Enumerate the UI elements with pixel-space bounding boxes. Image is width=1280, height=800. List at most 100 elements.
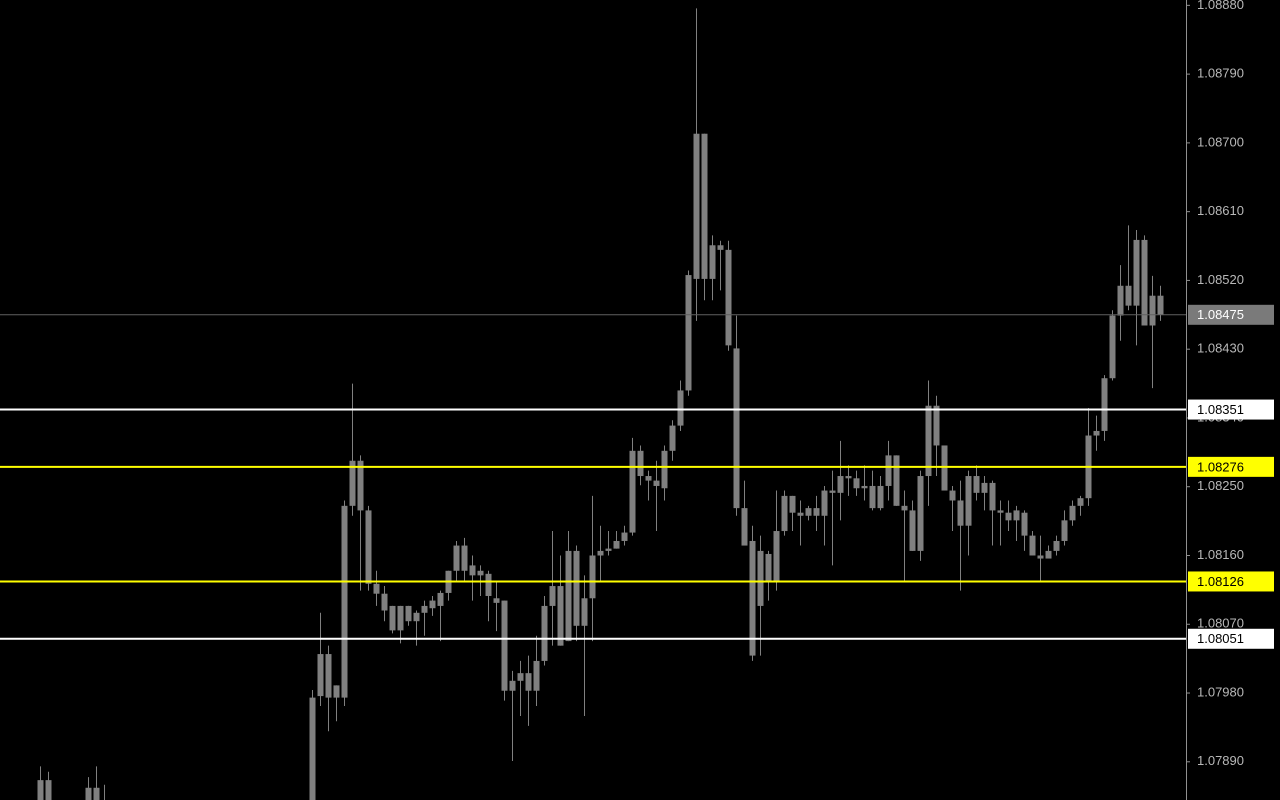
y-tick-label: 1.08070 xyxy=(1197,616,1244,631)
candle-body xyxy=(1021,512,1028,536)
candle-body xyxy=(869,485,876,509)
candle-body xyxy=(973,476,980,493)
candle-body xyxy=(853,478,860,489)
candle-body xyxy=(637,450,644,477)
y-tick-label: 1.08880 xyxy=(1197,0,1244,12)
candle-body xyxy=(933,405,940,446)
candle-body xyxy=(845,476,852,479)
candle-body xyxy=(725,249,732,346)
candle-body xyxy=(469,565,476,576)
y-tick-label: 1.08610 xyxy=(1197,203,1244,218)
level-label-box xyxy=(1188,628,1274,649)
level-label: 1.08051 xyxy=(1197,631,1244,646)
level-label-box xyxy=(1188,571,1274,592)
candle-body xyxy=(325,654,332,698)
candle-body xyxy=(773,531,780,581)
candle-body xyxy=(309,697,316,800)
last-price-box xyxy=(1188,304,1274,325)
y-tick-label: 1.08520 xyxy=(1197,272,1244,287)
candle-body xyxy=(45,780,52,800)
candle-body xyxy=(509,680,516,691)
candle-body xyxy=(581,598,588,626)
candle-body xyxy=(373,583,380,594)
candle-body xyxy=(533,660,540,691)
candle-body xyxy=(1117,285,1124,316)
y-tick-label: 1.07980 xyxy=(1197,684,1244,699)
candle-body xyxy=(429,600,436,609)
candle-body xyxy=(741,508,748,546)
candle-body xyxy=(37,780,44,800)
candle-body xyxy=(733,348,740,509)
level-label: 1.08126 xyxy=(1197,574,1244,589)
candle-body xyxy=(677,390,684,426)
candle-body xyxy=(381,593,388,611)
candle-body xyxy=(1005,512,1012,521)
candle-body xyxy=(333,685,340,698)
level-label-box xyxy=(1188,456,1274,477)
candle-body xyxy=(1125,285,1132,306)
y-tick-label: 1.08790 xyxy=(1197,66,1244,81)
candle-body xyxy=(669,425,676,451)
candle-body xyxy=(549,586,556,606)
candle-body xyxy=(1077,498,1084,506)
candle-body xyxy=(805,508,812,516)
candle-body xyxy=(453,545,460,571)
candle-body xyxy=(557,586,564,646)
candle-body xyxy=(629,450,636,533)
y-tick-label: 1.08250 xyxy=(1197,478,1244,493)
candle-body xyxy=(925,405,932,477)
candle-body xyxy=(941,445,948,491)
candle-body xyxy=(957,500,964,526)
candle-body xyxy=(749,540,756,656)
candle-body xyxy=(813,508,820,516)
candle-body xyxy=(693,133,700,279)
candle-body xyxy=(893,455,900,506)
candle-body xyxy=(717,245,724,250)
candle-body xyxy=(709,245,716,279)
candle-body xyxy=(909,510,916,551)
candle-body xyxy=(797,512,804,516)
candle-body xyxy=(621,532,628,541)
candle-body xyxy=(645,476,652,481)
candle-body xyxy=(653,480,660,486)
level-label: 1.08351 xyxy=(1197,402,1244,417)
candle-body xyxy=(1013,510,1020,521)
candle-body xyxy=(917,476,924,551)
level-label: 1.08276 xyxy=(1197,459,1244,474)
candle-body xyxy=(493,598,500,603)
candle-body xyxy=(1029,535,1036,556)
candle-body xyxy=(1093,430,1100,436)
candle-body xyxy=(1053,540,1060,551)
candle-body xyxy=(821,490,828,516)
candle-body xyxy=(1101,378,1108,431)
candle-body xyxy=(965,476,972,526)
candle-body xyxy=(781,495,788,532)
candle-body xyxy=(525,673,532,691)
candle-body xyxy=(413,612,420,622)
candle-body xyxy=(85,787,92,800)
candle-body xyxy=(341,505,348,698)
candle-body xyxy=(485,573,492,596)
candle-body xyxy=(613,540,620,549)
candle-body xyxy=(1109,315,1116,379)
candle-body xyxy=(1037,555,1044,559)
last-price-label: 1.08475 xyxy=(1197,307,1244,322)
candle-body xyxy=(461,545,468,571)
candle-body xyxy=(405,605,412,622)
candle-body xyxy=(477,570,484,576)
candle-body xyxy=(789,495,796,513)
candle-body xyxy=(589,555,596,599)
candle-body xyxy=(541,605,548,661)
candle-body xyxy=(365,510,372,584)
candle-body xyxy=(517,673,524,681)
candle-body xyxy=(949,490,956,501)
candle-body xyxy=(317,654,324,697)
candle-body xyxy=(1157,295,1164,315)
candle-body xyxy=(1133,239,1140,306)
candle-body xyxy=(1061,520,1068,541)
candle-body xyxy=(501,600,508,691)
y-tick-label: 1.08700 xyxy=(1197,134,1244,149)
candle-body xyxy=(685,275,692,391)
